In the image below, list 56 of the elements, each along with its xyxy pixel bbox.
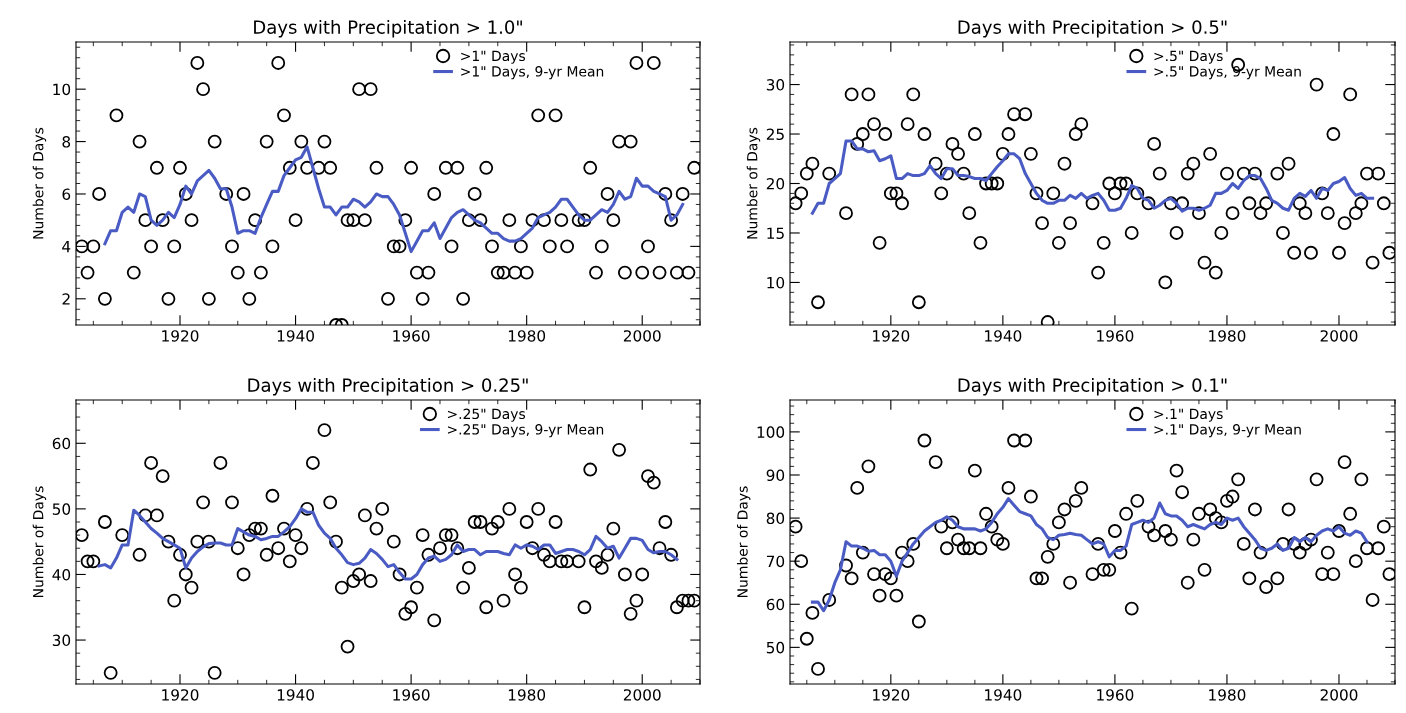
chart-title: Days with Precipitation > 0.1" (958, 377, 1227, 396)
y-tick-label: 60 (766, 598, 785, 611)
legend-label: >1" Days, 9-yr Mean (461, 66, 604, 80)
legend-label: >.25" Days, 9-yr Mean (447, 424, 604, 438)
y-tick-label: 60 (52, 437, 71, 450)
y-tick-label: 10 (53, 83, 71, 96)
chart-title: Days with Precipitation > 0.5" (958, 19, 1227, 38)
y-tick-label: 15 (767, 227, 784, 239)
chart-title: Days with Precipitation > 1.0" (254, 19, 522, 38)
x-tick-label: 1920 (873, 689, 910, 701)
x-tick-label: 1980 (508, 330, 546, 342)
legend-label: >.5" Days, 9-yr Mean (1154, 66, 1301, 80)
y-axis-title: Number of Days (32, 486, 47, 597)
x-tick-label: 1980 (508, 689, 546, 701)
x-tick-label: 1920 (162, 689, 199, 701)
y-tick-label: 20 (766, 177, 785, 190)
y-tick-label: 80 (766, 512, 785, 525)
x-tick-label: 1940 (985, 330, 1022, 342)
y-axis-title: Number of Days (746, 127, 761, 239)
x-tick-label: 2000 (1320, 689, 1358, 701)
legend-label: >.5" Days (1154, 50, 1223, 64)
y-tick-label: 70 (766, 555, 785, 568)
legend-label: >.1" Days, 9-yr Mean (1154, 424, 1301, 438)
y-axis-title: Number of Days (736, 486, 751, 597)
chart-title: Days with Precipitation > 0.25" (248, 377, 528, 396)
legend-label: >1" Days (461, 50, 526, 64)
x-tick-label: 1920 (873, 330, 910, 342)
y-tick-label: 4 (62, 241, 71, 253)
y-tick-label: 30 (766, 79, 785, 91)
x-tick-label: 1940 (985, 689, 1022, 701)
y-tick-label: 50 (766, 641, 785, 654)
x-tick-label: 1980 (1209, 689, 1246, 701)
x-tick-label: 1920 (162, 330, 199, 342)
y-tick-label: 30 (52, 634, 71, 647)
y-tick-label: 2 (62, 293, 70, 305)
x-tick-label: 1940 (277, 330, 314, 342)
y-tick-label: 8 (62, 136, 71, 148)
x-tick-label: 2000 (623, 330, 661, 342)
y-tick-label: 50 (52, 503, 71, 515)
legend-label: >.1" Days (1154, 408, 1223, 422)
x-tick-label: 1960 (393, 330, 430, 342)
y-tick-label: 25 (766, 128, 784, 141)
x-tick-label: 1980 (1209, 330, 1246, 342)
x-tick-label: 2000 (623, 689, 661, 701)
y-tick-label: 90 (766, 469, 785, 482)
y-tick-label: 6 (62, 188, 71, 200)
x-tick-label: 1960 (393, 689, 430, 701)
y-tick-label: 10 (767, 276, 785, 289)
x-tick-label: 1940 (277, 689, 314, 701)
x-tick-label: 1960 (1097, 689, 1134, 701)
x-tick-label: 2000 (1320, 330, 1358, 342)
legend-label: >.25" Days (447, 408, 526, 422)
y-tick-label: 100 (757, 426, 785, 438)
y-tick-label: 40 (52, 568, 71, 581)
x-tick-label: 1960 (1097, 330, 1134, 342)
y-axis-title: Number of Days (32, 127, 47, 239)
